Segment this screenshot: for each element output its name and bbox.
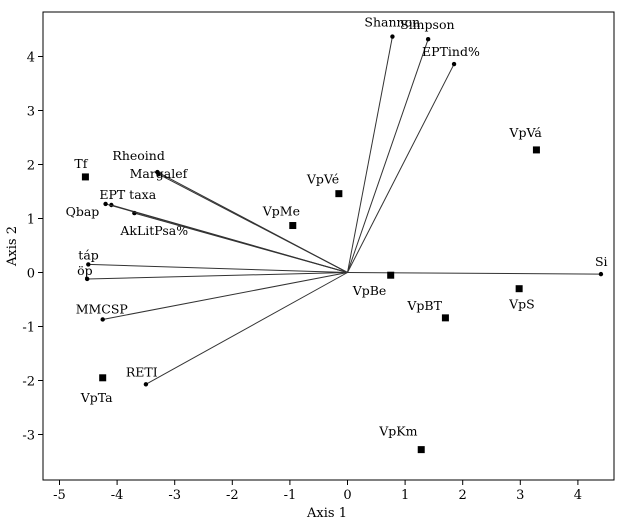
x-tick-label: -2 [226, 488, 239, 503]
vector-label: öp [77, 263, 93, 278]
x-tick-label: 0 [343, 488, 351, 503]
vector-line [158, 173, 348, 273]
vector-label: Simpson [400, 17, 454, 32]
vector-line [88, 263, 348, 273]
y-tick-label: -2 [22, 375, 35, 390]
x-tick-label: -3 [168, 488, 181, 503]
site-marker [335, 190, 343, 198]
vector-line [145, 272, 348, 385]
site-label: VpVá [508, 125, 542, 140]
plot-frame [42, 11, 615, 481]
site-marker [387, 271, 395, 279]
vector-line [347, 36, 393, 273]
site-label: VpTa [80, 390, 113, 405]
site-marker [532, 146, 540, 154]
vector-line [87, 272, 348, 280]
vector-tip [86, 262, 91, 267]
y-tick-label: -3 [22, 429, 35, 444]
x-tick-label: 1 [401, 488, 409, 503]
vector-label: táp [78, 247, 98, 262]
x-tick-label: 3 [516, 488, 524, 503]
vector-line [105, 203, 348, 273]
site-label: VpBT [406, 298, 442, 313]
x-axis-title: Axis 1 [306, 506, 347, 519]
site-marker [81, 173, 89, 181]
vector-tip [100, 317, 105, 322]
site-marker [289, 222, 297, 230]
tick-layer: -5 -4 -3 -2 -1 0 1 2 3 4 -3 -2 -1 0 1 2 3 4 [22, 51, 582, 504]
vector-line [347, 63, 455, 273]
vector-label: Qbap [66, 204, 100, 219]
y-tick-label: 1 [27, 213, 35, 228]
site-label: VpBe [352, 283, 387, 298]
site-marker [99, 374, 107, 382]
vector-tip [451, 61, 457, 67]
y-axis-title: Axis 2 [5, 226, 20, 267]
vector-line [102, 272, 348, 320]
site-layer: Tf VpVé VpMe VpVá VpBe VpBT VpS VpTa VpKm [74, 125, 542, 454]
y-tick-label: 3 [27, 105, 35, 120]
vector-label: Margalef [130, 166, 189, 181]
vector-tip [425, 37, 431, 42]
site-label: Tf [74, 156, 88, 171]
site-marker [515, 285, 523, 293]
y-tick-label: 0 [27, 267, 35, 282]
site-marker [417, 446, 425, 454]
vector-label: MMCSP [76, 301, 128, 316]
vector-label: AkLitPsa% [119, 223, 188, 238]
y-tick-label: 2 [27, 159, 35, 174]
vector-tip [598, 271, 604, 277]
x-tick-label: 2 [459, 488, 467, 503]
x-tick-label: -4 [111, 488, 124, 503]
x-tick-label: 4 [574, 488, 582, 503]
x-tick-label: -5 [53, 488, 66, 503]
vector-tip [143, 382, 149, 387]
vector-label: RETI [126, 364, 158, 379]
y-tick-label: -1 [22, 321, 35, 336]
site-label: VpVé [306, 172, 339, 187]
site-label: VpKm [378, 424, 417, 439]
vector-tip [103, 201, 108, 207]
x-tick-label: -1 [284, 488, 297, 503]
vector-label: Rheoind [112, 148, 164, 163]
vector-tip [84, 276, 90, 282]
vector-tip [390, 34, 395, 39]
vector-tip [156, 172, 161, 177]
vector-label: Shannon [364, 15, 420, 30]
site-label: VpS [508, 297, 535, 312]
vector-label: EPT taxa [99, 187, 156, 202]
vector-line [347, 39, 429, 273]
vector-label: EPTind% [422, 44, 480, 59]
site-marker [441, 314, 449, 322]
y-tick-label: 4 [27, 51, 35, 66]
vector-label: Si [595, 254, 608, 269]
site-label: VpMe [262, 204, 300, 219]
